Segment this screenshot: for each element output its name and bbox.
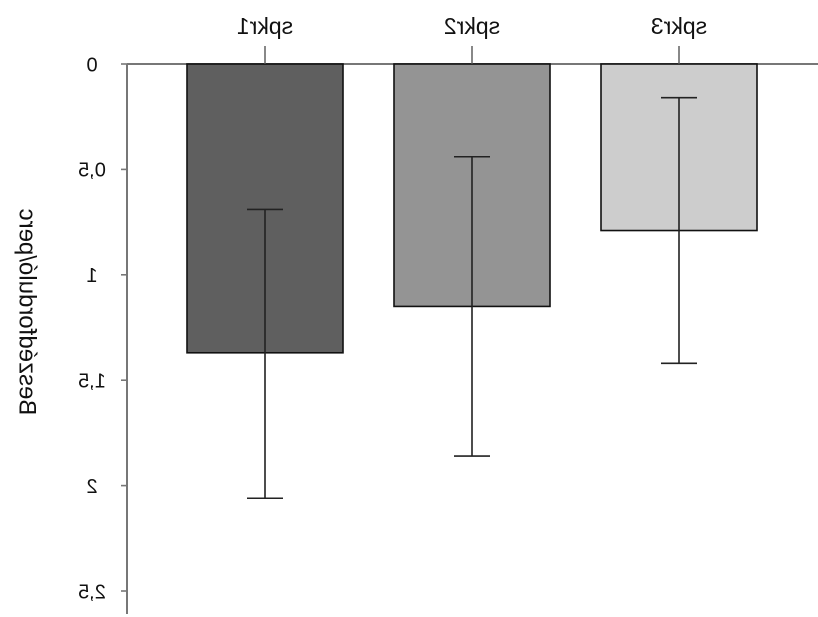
- plot-layer: [121, 46, 818, 614]
- y-tick-label: 1,5: [78, 370, 106, 392]
- x-tick-label-spkr1: spkr1: [237, 13, 293, 39]
- y-tick-label: 2,5: [78, 581, 106, 603]
- text-layer: 0 0,5 1 1,5 2 2,5 spkr1 spkr2 spkr3 Beszédforduló…: [14, 13, 707, 603]
- y-tick-label: 0: [86, 54, 97, 76]
- y-tick-label: 1: [86, 265, 97, 287]
- y-tick-label: 0,5: [78, 160, 106, 182]
- y-axis-label: Beszédforduló/perc: [14, 209, 41, 416]
- x-tick-label-spkr2: spkr2: [444, 13, 500, 39]
- x-tick-label-spkr3: spkr3: [651, 13, 707, 39]
- y-tick-label: 2: [86, 476, 97, 498]
